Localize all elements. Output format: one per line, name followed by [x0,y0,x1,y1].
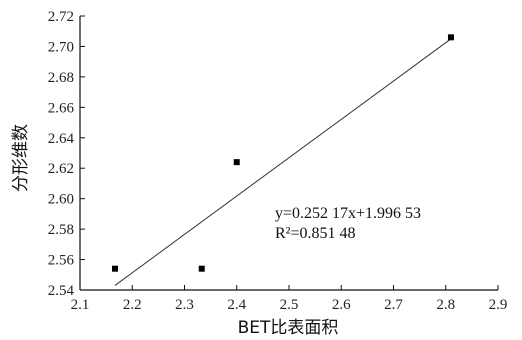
y-tick-label: 2.62 [48,161,74,177]
x-tick-label: 2.3 [175,297,194,313]
data-points [112,34,454,272]
data-point [112,265,119,272]
y-axis-title: 分形维数 [11,124,31,192]
y-tick-label: 2.68 [48,70,74,86]
x-tick-label: 2.2 [123,297,142,313]
y-tick-label: 2.64 [48,131,75,147]
y-tick-label: 2.58 [48,222,74,238]
equation-line-2: R²=0.851 48 [275,225,356,242]
x-tick-label: 2.1 [71,297,90,313]
x-tick-label: 2.6 [332,297,351,313]
data-point [447,34,454,41]
axes [79,16,498,291]
y-tick-label: 2.54 [48,283,75,299]
x-tick-label: 2.9 [489,297,508,313]
y-tick-label: 2.56 [48,253,75,269]
fit-line-group [114,38,452,286]
equation-line-1: y=0.252 17x+1.996 53 [275,205,421,222]
data-point [198,265,205,272]
x-ticks: 2.1 2.2 2.3 2.4 2.5 2.6 2.7 2.8 2.9 [71,285,508,313]
y-tick-label: 2.66 [48,100,75,116]
x-tick-label: 2.4 [227,297,246,313]
x-axis-title: BET比表面积 [238,318,339,338]
y-tick-label: 2.70 [48,39,74,55]
x-tick-label: 2.7 [384,297,403,313]
regression-line [114,38,452,286]
x-tick-label: 2.8 [436,297,455,313]
x-tick-label: 2.5 [280,297,299,313]
y-tick-label: 2.72 [48,9,74,25]
y-tick-label: 2.60 [48,192,74,208]
y-ticks: 2.54 2.56 2.58 2.60 2.62 2.64 2.66 2.68 2.70 2.72 [48,9,85,299]
data-point [233,159,240,166]
